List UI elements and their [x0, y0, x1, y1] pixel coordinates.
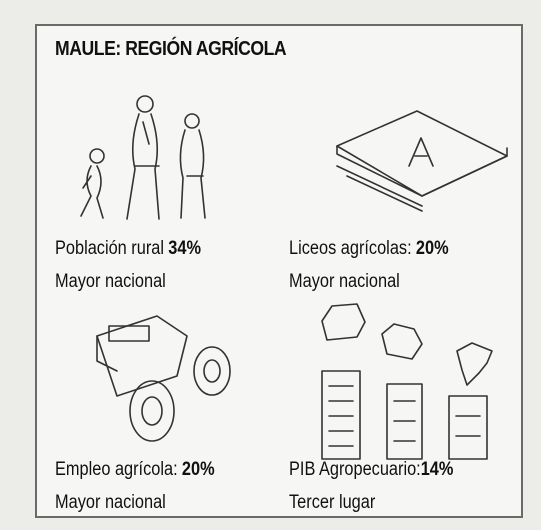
stat-note: Mayor nacional — [289, 265, 449, 298]
stat-line: PIB Agropecuario:14% — [289, 453, 453, 486]
stat-line: Liceos agrícolas:20% — [289, 232, 449, 265]
stat-block: PIB Agropecuario:14% Tercer lugar — [289, 453, 453, 519]
stat-value: 14% — [421, 459, 454, 480]
stat-label: Empleo agrícola: — [55, 459, 178, 480]
stat-block: Empleo agrícola:20% Mayor nacional — [55, 453, 215, 519]
stat-value: 34% — [168, 238, 201, 259]
stat-value: 20% — [416, 238, 449, 259]
stat-line: Empleo agrícola:20% — [55, 453, 215, 486]
stat-label: Liceos agrícolas: — [289, 238, 412, 259]
people-icon — [81, 96, 205, 219]
page-body: MAULE: REGIÓN AGRÍCOLA Población rural34… — [0, 0, 541, 530]
stat-label: Población rural — [55, 238, 164, 259]
stat-value: 20% — [182, 459, 215, 480]
tractor-icon — [97, 316, 230, 441]
stat-note: Mayor nacional — [55, 265, 201, 298]
title: MAULE: REGIÓN AGRÍCOLA — [55, 38, 286, 61]
stat-note: Tercer lugar — [289, 486, 453, 519]
stat-label: PIB Agropecuario: — [289, 459, 421, 480]
stat-note: Mayor nacional — [55, 486, 215, 519]
book-icon — [337, 111, 507, 211]
stat-block: Liceos agrícolas:20% Mayor nacional — [289, 232, 449, 298]
page: Maule: Región Agrícola html, body { marg… — [0, 0, 541, 530]
gdp-icon — [322, 304, 492, 459]
